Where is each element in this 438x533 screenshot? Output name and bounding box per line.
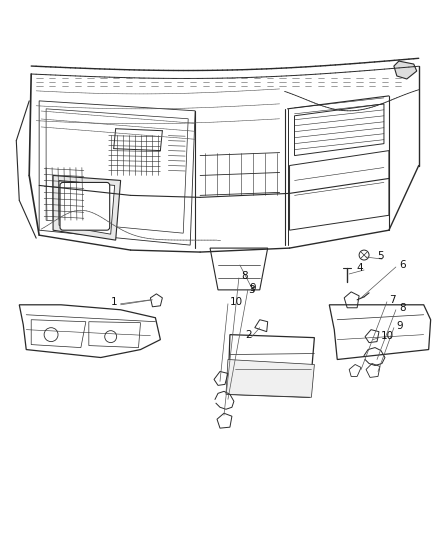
Polygon shape — [53, 175, 120, 240]
Text: 9: 9 — [397, 321, 403, 330]
Text: 5: 5 — [377, 251, 384, 261]
Text: 8: 8 — [399, 303, 406, 313]
Text: 8: 8 — [241, 271, 247, 281]
Polygon shape — [394, 61, 417, 79]
Text: 6: 6 — [399, 260, 406, 270]
Text: 4: 4 — [356, 263, 363, 273]
FancyBboxPatch shape — [60, 182, 110, 230]
Text: 7: 7 — [389, 295, 396, 305]
Polygon shape — [59, 181, 115, 234]
Text: 3: 3 — [248, 285, 254, 295]
Text: 1: 1 — [111, 297, 117, 307]
Text: 10: 10 — [381, 330, 394, 341]
Polygon shape — [226, 360, 314, 397]
Text: 9: 9 — [250, 283, 256, 293]
Text: 10: 10 — [230, 297, 243, 307]
Text: 2: 2 — [245, 329, 251, 340]
